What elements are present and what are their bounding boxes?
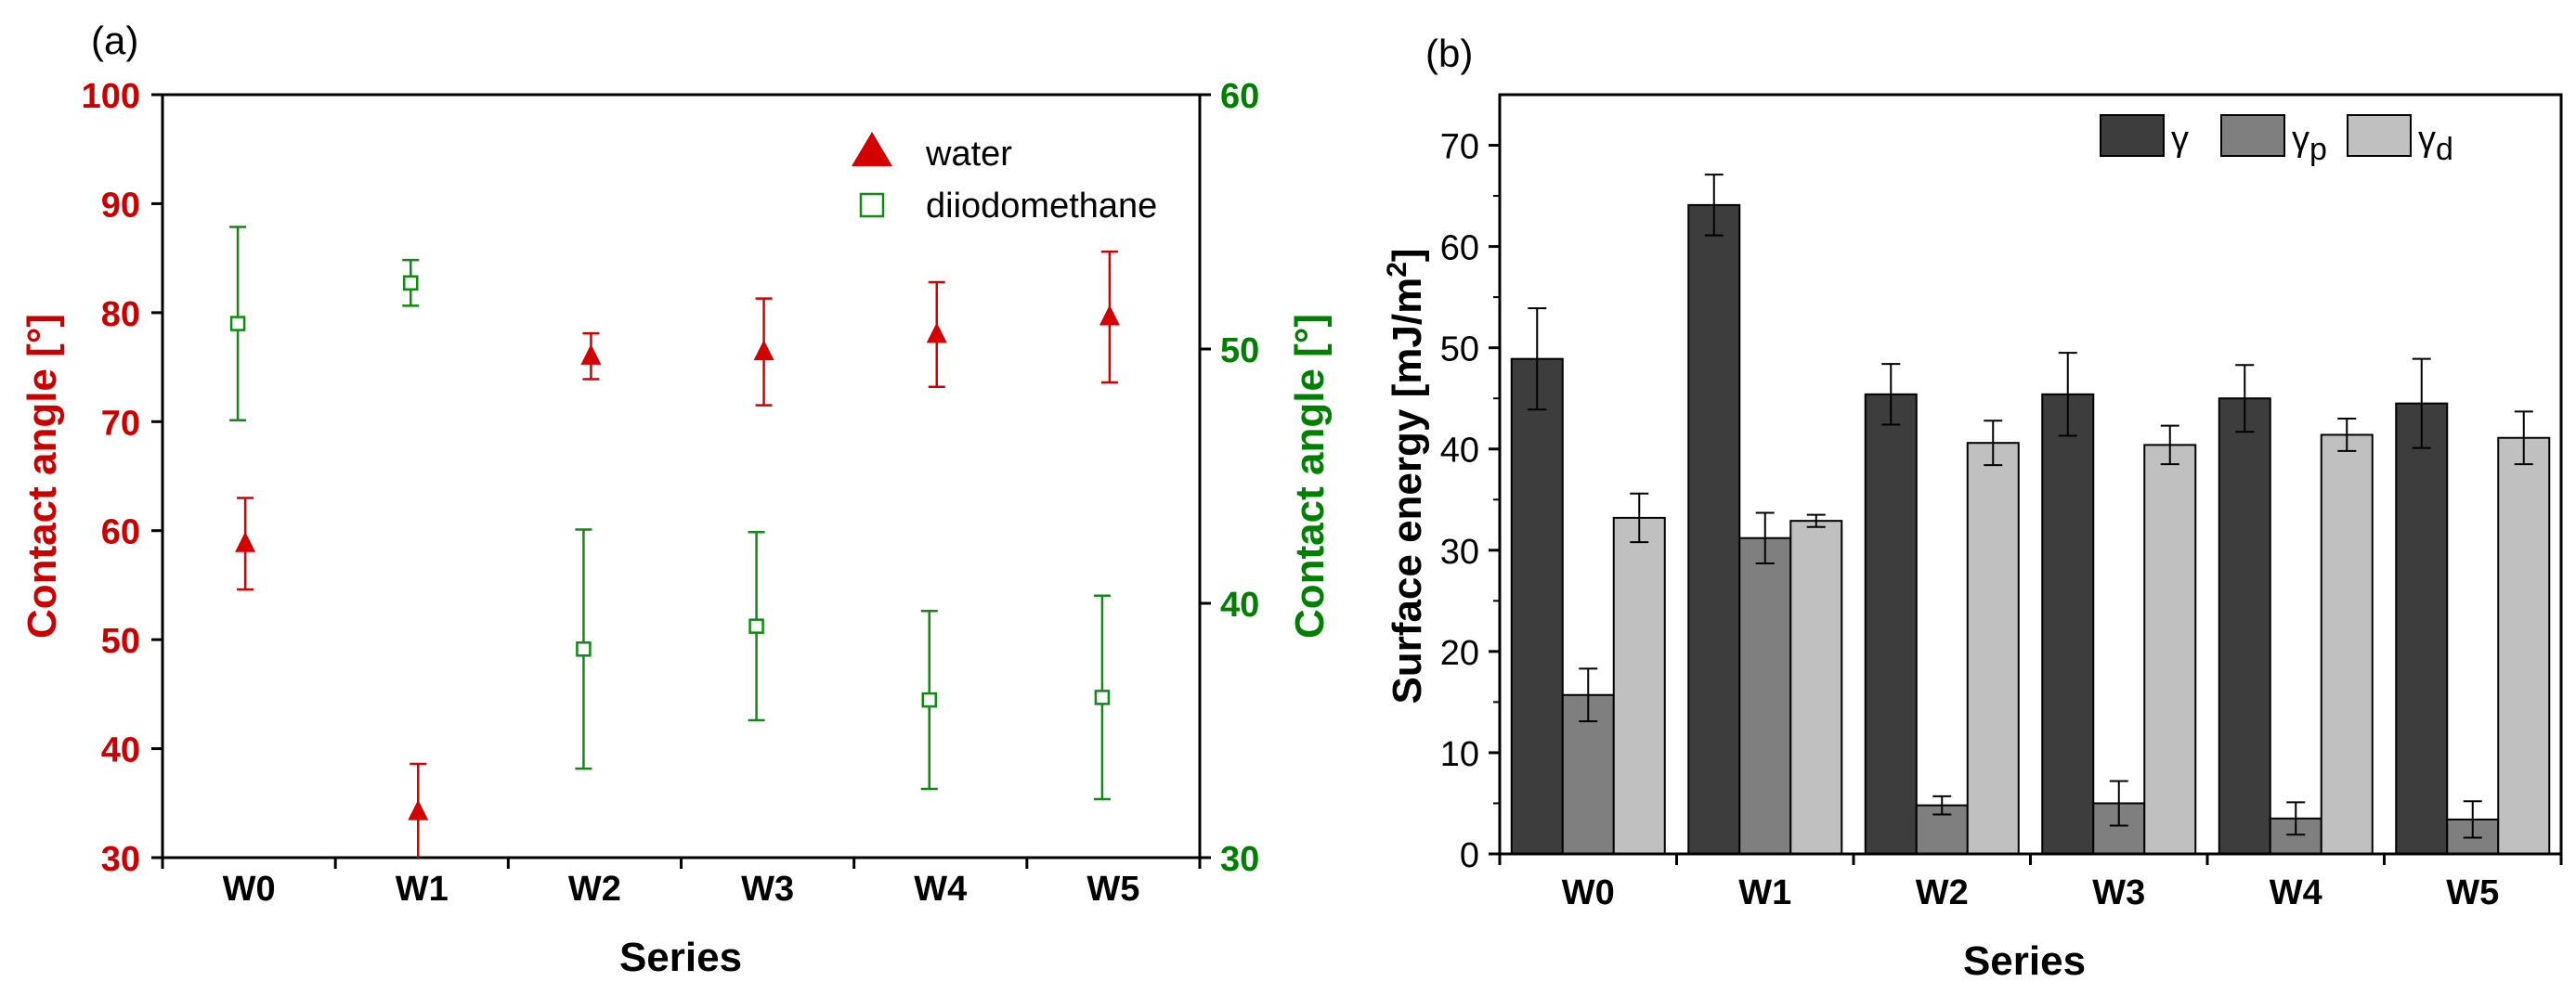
gamma-bar-w2 xyxy=(1864,393,1918,855)
panel-a-x-label: Series xyxy=(619,935,742,980)
y-right-tick-label-60: 60 xyxy=(1220,77,1259,116)
b-y-tick-label-70: 70 xyxy=(1440,128,1479,167)
panel-a-legend: water diiodomethane xyxy=(852,132,1157,226)
panel-a-y-left-label: Contact angle [°] xyxy=(20,314,65,639)
panel-b-y-label-main: Surface energy [mJ/m xyxy=(1385,278,1430,704)
y-left-tick-label-70: 70 xyxy=(101,404,140,443)
legend-gamma-d-label: γd xyxy=(2418,120,2453,167)
b-y-tick-label-40: 40 xyxy=(1440,432,1479,471)
water-point-w1 xyxy=(408,799,429,821)
b-x-tick-label-w2: W2 xyxy=(1916,873,1969,912)
legend-gamma-d-sub: d xyxy=(2436,132,2453,167)
b-y-tick-label-10: 10 xyxy=(1440,735,1479,774)
b-x-tick-label-w3: W3 xyxy=(2092,873,2145,912)
legend-gamma-p-swatch xyxy=(2220,114,2285,157)
diiodomethane-point-w3 xyxy=(748,618,764,634)
panel-b-label: (b) xyxy=(1425,32,1473,75)
panel-b-surface-energy-chart: (b) 0 10 20 30 40 50 60 70 W0 W1 W2 W3 W4 W5 Surface… xyxy=(1382,32,2563,984)
panel-b-y-label-sup: 2 xyxy=(1382,262,1412,278)
b-x-tick-label-w1: W1 xyxy=(1738,873,1791,912)
water-point-w4 xyxy=(926,322,947,343)
x-tick-label-w2: W2 xyxy=(568,870,621,909)
panel-b-y-label: Surface energy [mJ/m2] xyxy=(1382,248,1430,704)
legend-gamma-symbol: γ xyxy=(2171,120,2189,159)
gamma-d-bar-w4 xyxy=(2320,433,2374,855)
y-left-tick-label-40: 40 xyxy=(101,731,140,770)
x-tick-label-w1: W1 xyxy=(396,870,449,909)
x-tick-label-w4: W4 xyxy=(914,870,967,909)
panel-a-contact-angle-chart: (a) 30 40 50 60 70 80 90 100 30 40 50 60 W0 W1 W2 W3 W… xyxy=(20,19,1333,980)
diiodomethane-point-w5 xyxy=(1094,690,1111,705)
gamma-bar-w3 xyxy=(2041,393,2095,855)
x-tick-label-w0: W0 xyxy=(223,870,276,909)
legend-gamma-p-label: γp xyxy=(2292,120,2327,167)
diiodomethane-point-w4 xyxy=(921,691,937,708)
gamma-d-bar-w3 xyxy=(2143,444,2197,855)
legend-diiodomethane-marker xyxy=(859,192,885,218)
panel-b-x-label: Series xyxy=(1963,938,2086,984)
y-left-tick-label-100: 100 xyxy=(82,77,140,116)
legend-water-marker xyxy=(852,132,892,166)
b-x-tick-label-w4: W4 xyxy=(2270,873,2322,912)
y-left-tick-label-80: 80 xyxy=(101,295,140,334)
legend-gamma-p-symbol: γ xyxy=(2292,120,2309,159)
gamma-d-bar-w0 xyxy=(1612,516,1666,855)
gamma-bar-w5 xyxy=(2395,402,2449,855)
y-left-tick-label-90: 90 xyxy=(101,186,140,225)
diiodomethane-point-w2 xyxy=(576,641,592,657)
water-point-w3 xyxy=(753,340,774,361)
gamma-p-bar-w1 xyxy=(1738,536,1792,855)
diiodomethane-point-w1 xyxy=(403,275,419,291)
y-left-tick-label-30: 30 xyxy=(101,840,140,879)
gamma-bar-w0 xyxy=(1510,357,1564,855)
x-tick-label-w3: W3 xyxy=(741,870,794,909)
legend-gamma-label: γ xyxy=(2171,120,2189,159)
b-y-tick-label-30: 30 xyxy=(1440,533,1479,572)
b-y-tick-label-20: 20 xyxy=(1440,634,1479,673)
gamma-bar-w1 xyxy=(1687,203,1741,855)
y-right-tick-label-50: 50 xyxy=(1220,331,1259,370)
gamma-d-bar-w2 xyxy=(1966,442,2020,855)
legend-gamma-swatch xyxy=(2100,114,2165,157)
b-y-tick-label-60: 60 xyxy=(1440,229,1479,268)
diiodomethane-point-w0 xyxy=(229,316,246,331)
legend-water-label: water xyxy=(925,135,1012,174)
x-tick-label-w5: W5 xyxy=(1086,870,1139,909)
y-left-tick-label-50: 50 xyxy=(101,622,140,661)
y-right-tick-label-30: 30 xyxy=(1220,840,1259,879)
b-x-tick-label-w5: W5 xyxy=(2446,873,2499,912)
b-y-tick-label-50: 50 xyxy=(1440,330,1479,369)
gamma-d-bar-w5 xyxy=(2497,436,2551,855)
panel-b-y-label-close: ] xyxy=(1385,248,1430,262)
legend-diiodomethane-label: diiodomethane xyxy=(926,187,1157,226)
y-right-tick-label-40: 40 xyxy=(1220,586,1259,625)
panel-b-legend: γ γp γd xyxy=(2100,114,2453,167)
gamma-bar-w4 xyxy=(2218,397,2271,855)
legend-gamma-d-swatch xyxy=(2347,114,2412,157)
y-left-tick-label-60: 60 xyxy=(101,513,140,552)
b-x-tick-label-w0: W0 xyxy=(1562,873,1615,912)
water-point-w0 xyxy=(235,531,256,552)
gamma-d-bar-w1 xyxy=(1789,520,1843,855)
legend-gamma-p-sub: p xyxy=(2309,132,2327,167)
water-point-w5 xyxy=(1099,304,1120,326)
legend-gamma-d-symbol: γ xyxy=(2418,120,2436,159)
water-point-w2 xyxy=(580,343,602,365)
b-y-tick-label-0: 0 xyxy=(1460,836,1479,875)
panel-a-label: (a) xyxy=(91,19,138,62)
panel-a-y-right-label: Contact angle [°] xyxy=(1287,314,1333,639)
